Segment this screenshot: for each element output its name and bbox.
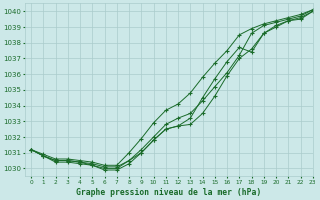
X-axis label: Graphe pression niveau de la mer (hPa): Graphe pression niveau de la mer (hPa) [76, 188, 261, 197]
